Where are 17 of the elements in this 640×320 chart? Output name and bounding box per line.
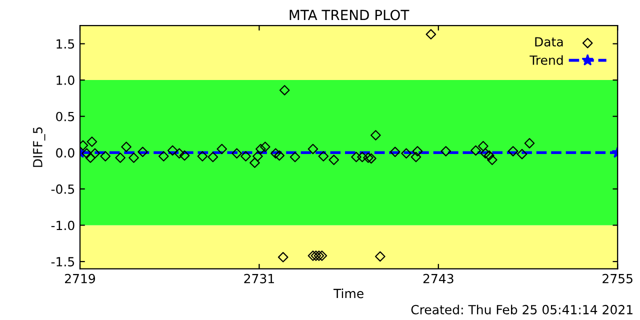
text: Created: Thu Feb 25 05:41:14 2021 [411,304,632,314]
x-tick-label: 2731 [244,274,274,284]
legend-label: Trend [530,55,563,65]
y-tick-label: 1.5 [56,39,74,49]
y-tick-label: 0.5 [56,112,74,122]
y-tick-label: -0.5 [51,184,74,194]
legend-label: Data [535,37,563,47]
y-tick-label: 0.0 [56,148,74,158]
y-axis-title: DIFF_5 [33,127,46,167]
y-tick-label: -1.0 [51,220,74,230]
x-axis-title: Time [333,288,364,298]
x-tick-label: 2755 [602,274,632,284]
y-tick-label: 1.0 [56,76,74,85]
chart-title: MTA TREND PLOT [290,10,410,20]
x-tick-label: 2719 [65,274,96,284]
y-tick-label: -1.5 [51,257,74,266]
x-tick-label: 2743 [423,274,454,284]
